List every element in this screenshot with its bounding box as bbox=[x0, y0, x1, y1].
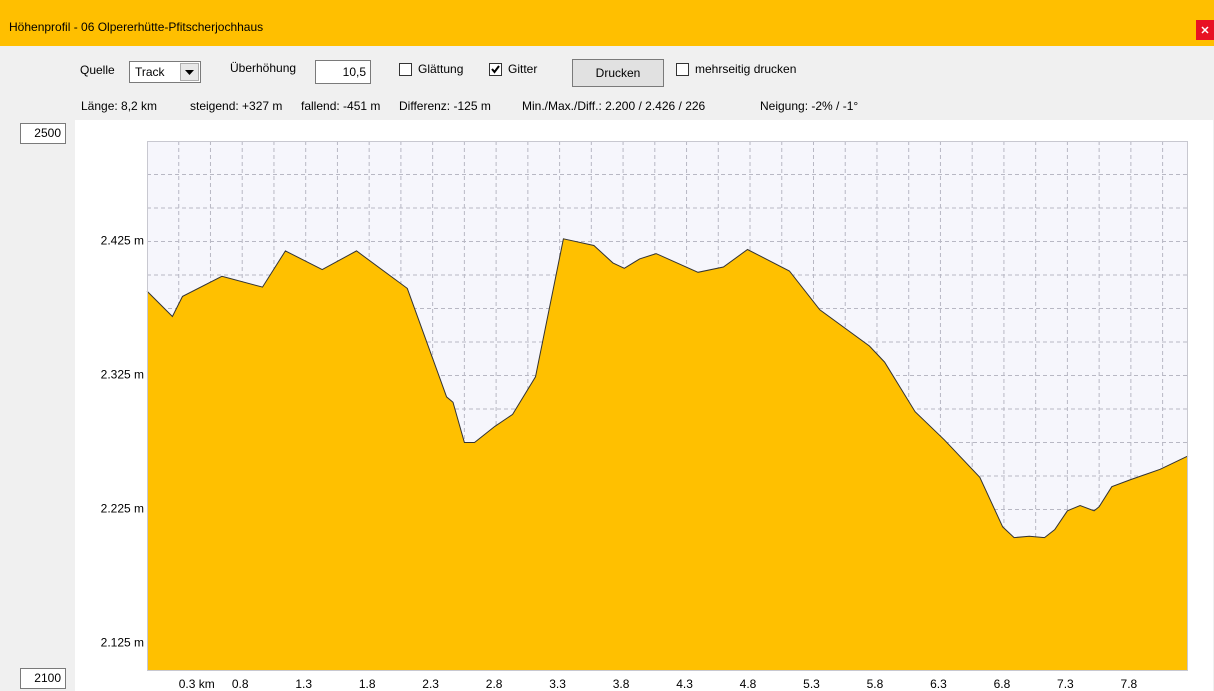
smoothing-checkbox[interactable] bbox=[399, 63, 412, 76]
select-value[interactable]: Track bbox=[135, 65, 166, 79]
multipage-checkbox[interactable] bbox=[676, 63, 689, 76]
x-tick-label: 4.3 bbox=[676, 677, 693, 691]
checkmark[interactable] bbox=[491, 65, 500, 74]
chart: 2.125 m 2.225 m 2.325 m 2.425 m 0.3 km 0.8 1.3… bbox=[101, 141, 1189, 691]
stat: steigend: +327 m bbox=[190, 99, 282, 113]
x-tick-label: 4.8 bbox=[740, 677, 757, 691]
y-tick-label: 2.425 m bbox=[101, 234, 144, 248]
x-tick-label: 2.8 bbox=[486, 677, 503, 691]
title-bar bbox=[0, 0, 1214, 46]
range-bottom-input[interactable] bbox=[20, 668, 66, 689]
range-top-input[interactable] bbox=[20, 123, 66, 144]
stat: Neigung: -2% / -1° bbox=[760, 99, 858, 113]
source-select[interactable]: Track bbox=[129, 61, 201, 83]
smoothing-label: Glättung bbox=[418, 62, 463, 76]
x-tick-label: 7.3 bbox=[1057, 677, 1074, 691]
x-tick-label: 6.8 bbox=[994, 677, 1011, 691]
print-button-label[interactable]: Drucken bbox=[596, 66, 641, 80]
y-tick-label: 2.125 m bbox=[101, 636, 144, 650]
x-tick-label: 7.8 bbox=[1121, 677, 1138, 691]
exaggeration-input[interactable] bbox=[315, 60, 371, 84]
stat: Min./Max./Diff.: 2.200 / 2.426 / 226 bbox=[522, 99, 706, 113]
x-tick-label: 1.3 bbox=[295, 677, 312, 691]
elevation-line bbox=[146, 238, 1189, 539]
exaggeration-label: Überhöhung bbox=[230, 61, 296, 75]
grid-checkbox[interactable] bbox=[489, 63, 502, 76]
y-tick-label: 2.225 m bbox=[101, 502, 144, 516]
close-icon[interactable] bbox=[1201, 26, 1209, 34]
x-tick-label: 6.3 bbox=[930, 677, 947, 691]
exaggeration-value[interactable]: 10,5 bbox=[343, 65, 367, 79]
x-tick-label: 5.8 bbox=[867, 677, 884, 691]
x-tick-label: 3.8 bbox=[613, 677, 630, 691]
stat: Länge: 8,2 km bbox=[81, 99, 157, 113]
grid-label: Gitter bbox=[508, 62, 537, 76]
window-title: Höhenprofil - 06 Olpererhütte-Pfitscherj… bbox=[9, 20, 263, 34]
print-button[interactable] bbox=[572, 59, 664, 87]
multipage-label: mehrseitig drucken bbox=[695, 62, 796, 76]
plot-border bbox=[147, 141, 1188, 671]
select-arrow[interactable] bbox=[185, 70, 194, 75]
x-tick-label: 1.8 bbox=[359, 677, 376, 691]
x-tick-label: 0.8 bbox=[232, 677, 249, 691]
close-button[interactable] bbox=[1196, 20, 1214, 40]
range-bottom-value[interactable]: 2100 bbox=[34, 671, 61, 685]
checkbox-box[interactable] bbox=[676, 63, 689, 76]
stat: fallend: -451 m bbox=[301, 99, 380, 113]
x-tick-label: 2.3 bbox=[422, 677, 439, 691]
x-tick-label: 3.3 bbox=[549, 677, 566, 691]
elevation-area bbox=[147, 238, 1188, 672]
source-label: Quelle bbox=[80, 63, 115, 77]
x-tick-label: 5.3 bbox=[803, 677, 820, 691]
y-tick-label: 2.325 m bbox=[101, 368, 144, 382]
checkbox-box[interactable] bbox=[399, 63, 412, 76]
stat: Differenz: -125 m bbox=[399, 99, 491, 113]
range-top-value[interactable]: 2500 bbox=[34, 126, 61, 140]
x-tick-label: 0.3 km bbox=[179, 677, 215, 691]
